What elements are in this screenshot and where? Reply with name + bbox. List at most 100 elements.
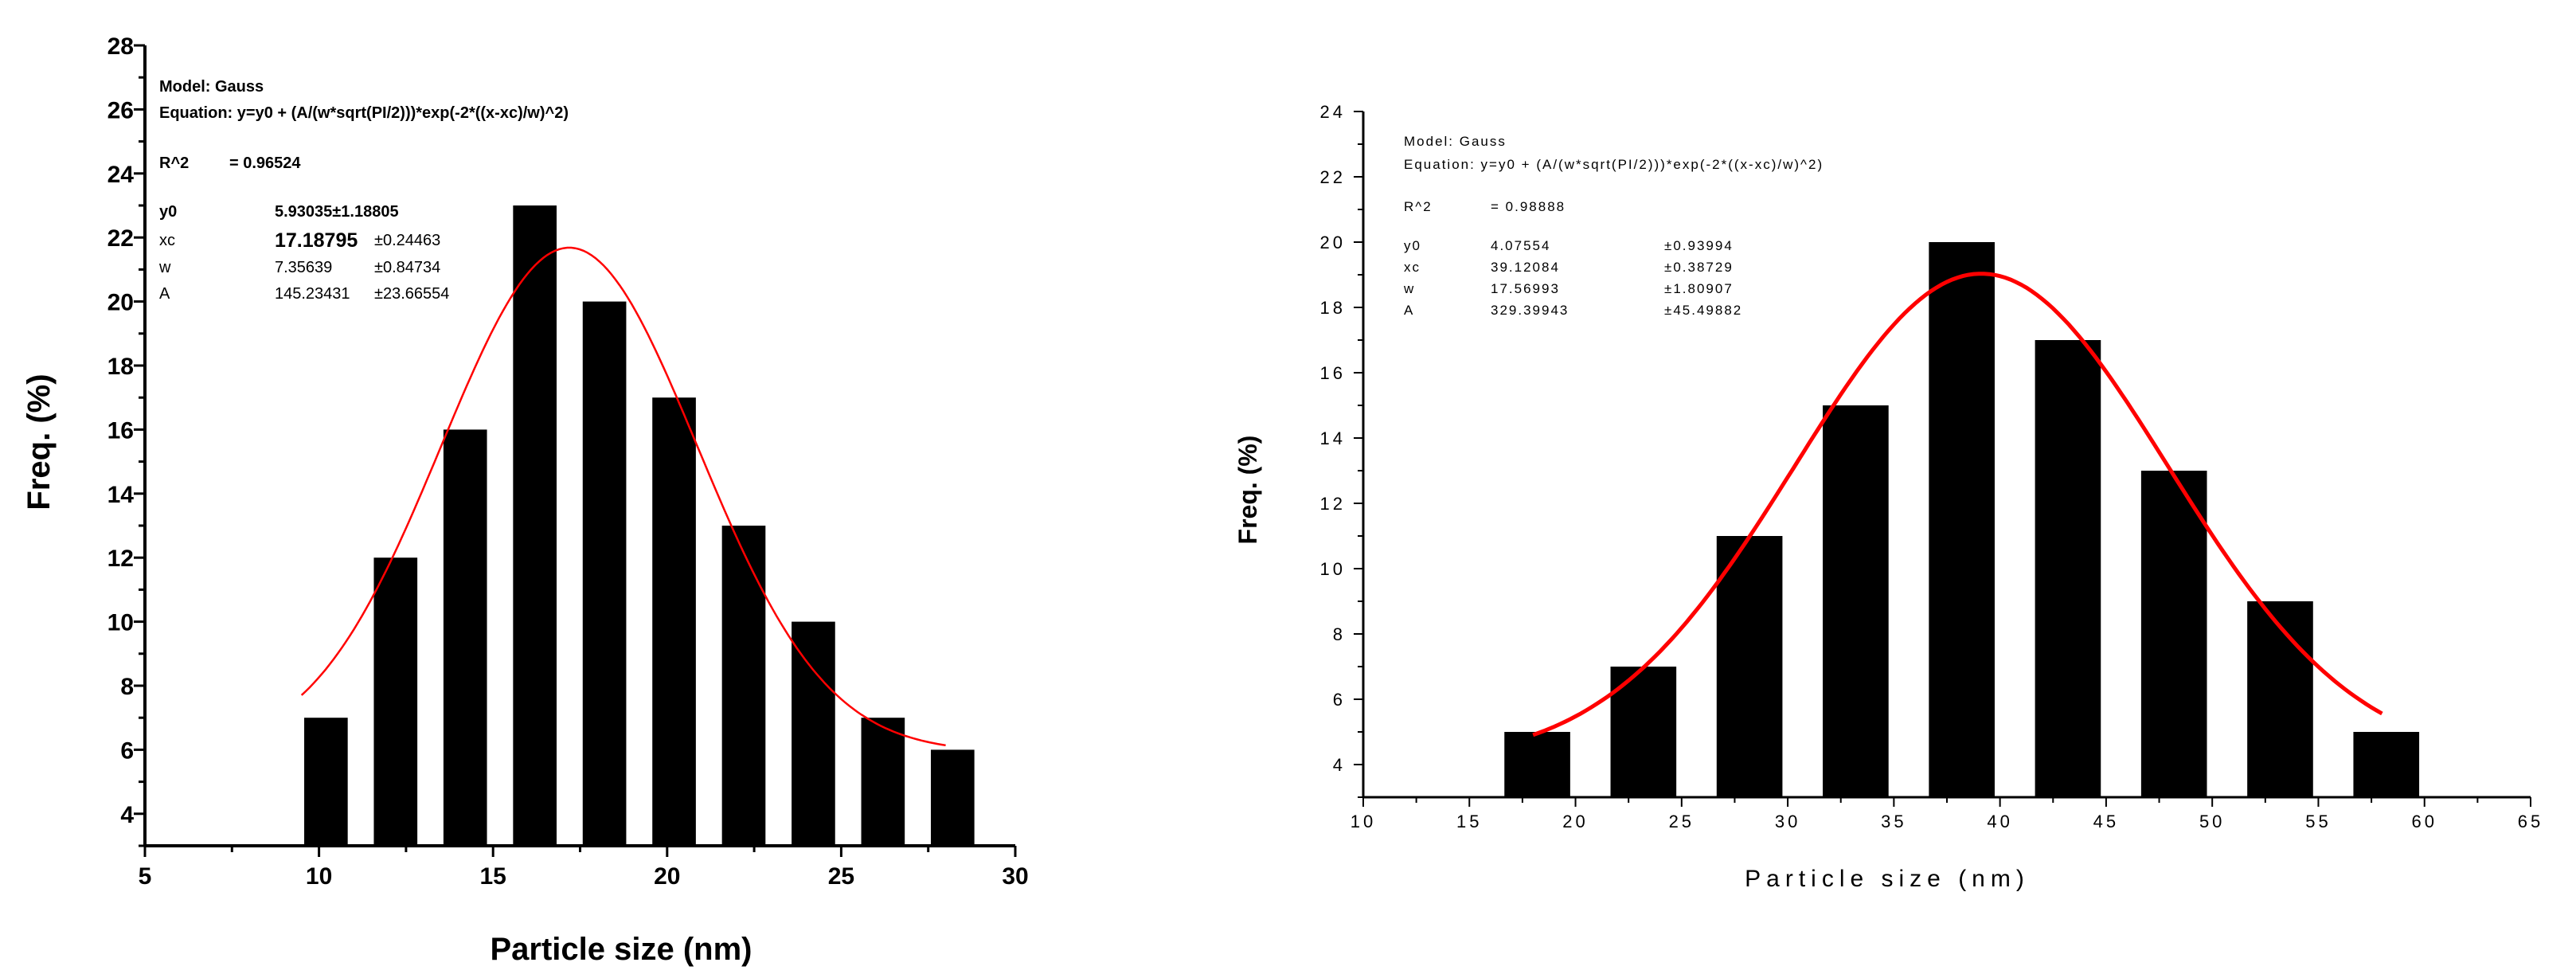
- x-tick-label: 30: [1002, 863, 1028, 890]
- y-tick-label: 20: [1320, 233, 1346, 252]
- fit-annotation: Model: Gauss Equation: y=y0 + (A/(w*sqrt…: [1403, 134, 1822, 318]
- bar-5: [1929, 242, 1995, 797]
- bar-1: [1504, 732, 1570, 797]
- param-value-xc: 39.12084: [1491, 260, 1560, 275]
- x-tick-label: 20: [654, 863, 680, 890]
- r2-label: R^2: [1404, 199, 1433, 214]
- param-error-y0: ±0.93994: [1664, 238, 1734, 253]
- x-tick-label: 50: [2199, 812, 2225, 831]
- param-value-y0: 4.07554: [1491, 238, 1550, 253]
- axes: [134, 44, 1017, 857]
- bar-series: [304, 205, 975, 847]
- y-tick-label: 14: [107, 482, 135, 508]
- model-text: Model: Gauss: [159, 78, 264, 96]
- bar-7: [721, 526, 766, 846]
- gauss-fit-curve: [1532, 272, 2383, 737]
- y-tick-label: 12: [1320, 494, 1346, 514]
- y-tick-label: 6: [1333, 690, 1346, 710]
- param-value-w: 7.35639: [275, 259, 332, 276]
- param-name-y0: y0: [159, 203, 177, 221]
- y-tick-label: 18: [1320, 298, 1346, 318]
- bar-2: [373, 557, 418, 846]
- param-name-y0: y0: [1404, 238, 1421, 253]
- bar-9: [861, 718, 905, 846]
- param-value-w: 17.56993: [1491, 281, 1560, 296]
- bar-1: [304, 718, 348, 846]
- param-name-w: w: [1403, 281, 1415, 296]
- x-tick-label: 35: [1881, 812, 1906, 831]
- x-tick-label: 20: [1562, 812, 1588, 831]
- y-tick-label: 8: [1333, 624, 1346, 644]
- x-tick-label: 15: [480, 863, 506, 890]
- param-error-w: ±1.80907: [1664, 281, 1734, 296]
- x-tick-labels: 10 15 20 25 30 35 40 45 50 55 60 65: [1351, 812, 2543, 831]
- bar-3: [1716, 536, 1783, 797]
- x-tick-labels: 5 10 15 20 25 30: [139, 863, 1029, 890]
- gauss-fit-curve: [300, 246, 946, 747]
- bar-series: [1504, 242, 2420, 797]
- param-value-A: 145.23431: [275, 285, 350, 303]
- y-tick-label: 16: [1320, 363, 1346, 383]
- param-value-A: 329.39943: [1491, 303, 1569, 318]
- param-error-xc: ±0.38729: [1664, 260, 1734, 275]
- y-tick-label: 4: [1333, 755, 1346, 775]
- y-tick-label: 10: [1320, 559, 1346, 579]
- x-tick-label: 60: [2411, 812, 2437, 831]
- bar-5: [582, 301, 627, 847]
- param-error-w: ±0.84734: [374, 259, 440, 276]
- x-tick-label: 45: [2093, 812, 2119, 831]
- y-axis-label: Freq. (%): [21, 374, 57, 510]
- y-tick-label: 4: [120, 802, 134, 828]
- param-value-xc: 17.18795: [275, 229, 358, 252]
- y-tick-label: 20: [107, 290, 134, 316]
- bar-6: [652, 397, 696, 846]
- y-tick-label: 8: [120, 674, 134, 700]
- axes: [1354, 111, 2531, 807]
- x-axis-label: Particle size (nm): [490, 932, 752, 967]
- param-name-xc: xc: [159, 232, 175, 249]
- x-tick-label: 25: [1669, 812, 1695, 831]
- param-error-xc: ±0.24463: [374, 232, 440, 249]
- param-name-A: A: [1404, 303, 1414, 318]
- x-tick-label: 5: [139, 863, 152, 890]
- bar-8: [792, 621, 835, 846]
- bar-4: [1823, 405, 1889, 797]
- y-tick-label: 16: [107, 417, 134, 444]
- y-axis-label: Freq. (%): [1233, 436, 1262, 545]
- y-tick-label: 12: [107, 546, 134, 572]
- bar-6: [2035, 340, 2101, 797]
- x-tick-label: 55: [2305, 812, 2331, 831]
- param-value-y0: 5.93035±1.18805: [275, 203, 399, 221]
- y-tick-label: 6: [120, 737, 134, 764]
- bar-8: [2247, 601, 2313, 797]
- chart-left: 5 10 15 20 25 30 4 6 8 10 12 14 16 18 20 22 24 26 28 Part…: [21, 33, 1029, 967]
- param-error-A: ±23.66554: [374, 285, 449, 303]
- y-tick-label: 24: [107, 162, 135, 188]
- y-tick-labels: 4 6 8 10 12 14 16 18 20 22 24 26 28: [107, 33, 135, 828]
- y-tick-label: 18: [107, 354, 134, 380]
- bar-7: [2140, 471, 2207, 797]
- fit-annotation: Model: Gauss Equation: y=y0 + (A/(w*sqrt…: [158, 78, 569, 303]
- bar-10: [930, 749, 975, 846]
- x-tick-label: 30: [1775, 812, 1800, 831]
- equation-text: Equation: y=y0 + (A/(w*sqrt(PI/2)))*exp(…: [159, 104, 569, 122]
- y-tick-label: 22: [107, 225, 134, 252]
- y-tick-labels: 4 6 8 10 12 14 16 18 20 22 24: [1320, 102, 1346, 775]
- bar-3: [443, 429, 487, 846]
- param-name-w: w: [158, 259, 171, 276]
- r2-value: = 0.98888: [1491, 199, 1566, 214]
- y-tick-label: 22: [1320, 167, 1346, 187]
- y-tick-label: 14: [1320, 428, 1346, 448]
- chart-right: 10 15 20 25 30 35 40 45 50 55 60 65 4 6 8 10 12 14 16 18 20…: [1233, 102, 2543, 892]
- y-tick-label: 10: [107, 610, 134, 636]
- r2-value: = 0.96524: [229, 155, 301, 172]
- x-tick-label: 65: [2518, 812, 2543, 831]
- y-tick-label: 24: [1320, 102, 1346, 122]
- r2-label: R^2: [159, 155, 189, 172]
- param-name-A: A: [159, 285, 170, 303]
- x-tick-label: 25: [828, 863, 854, 890]
- param-name-xc: xc: [1404, 260, 1421, 275]
- x-tick-label: 40: [1987, 812, 2012, 831]
- bar-4: [513, 205, 557, 846]
